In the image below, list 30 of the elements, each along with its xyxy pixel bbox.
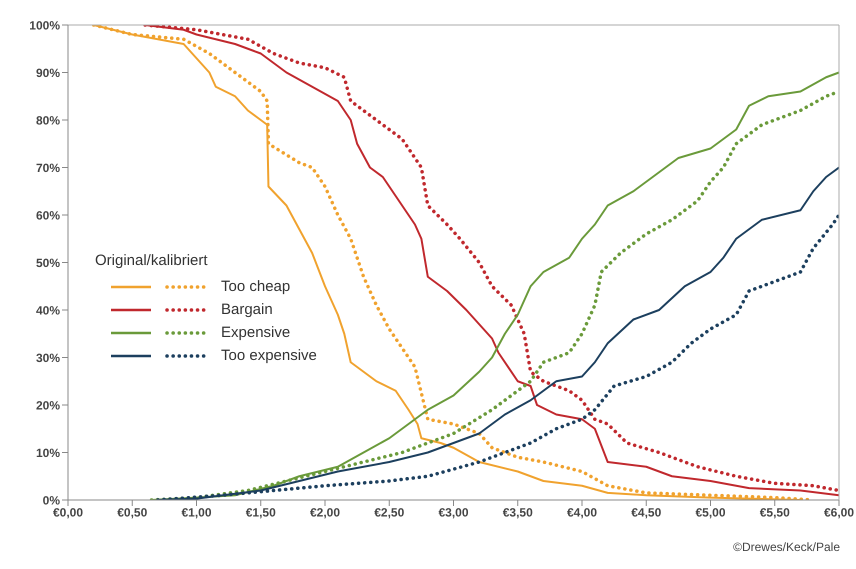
x-tick-label: €3,00 [438, 506, 469, 520]
x-tick-label: €0,00 [52, 506, 84, 520]
y-tick-label: 80% [36, 113, 60, 128]
y-tick-label: 10% [36, 446, 60, 460]
x-tick-label: €5,50 [760, 506, 790, 520]
y-tick-label: 90% [36, 66, 60, 80]
y-tick-label: 100% [29, 18, 60, 32]
y-tick-label: 0% [42, 493, 60, 508]
legend-label: Expensive [221, 324, 290, 341]
y-tick-label: 60% [36, 208, 60, 222]
x-tick-label: €2,50 [374, 506, 405, 520]
legend-title: Original/kalibriert [95, 252, 209, 269]
x-tick-label: €1,00 [181, 506, 212, 520]
y-tick-label: 50% [36, 256, 60, 270]
x-tick-label: €2,00 [310, 506, 340, 520]
y-tick-label: 40% [36, 303, 60, 318]
y-tick-label: 70% [36, 160, 60, 175]
x-tick-label: €4,50 [631, 506, 662, 520]
legend-label: Too expensive [221, 347, 317, 364]
x-tick-label: €1,50 [246, 506, 276, 520]
x-tick-label: €0,50 [117, 506, 148, 520]
x-tick-label: €4,00 [566, 506, 598, 520]
legend-label: Too cheap [221, 278, 290, 295]
x-tick-label: €5,00 [695, 506, 726, 520]
text: ©Drewes/Keck/Pale [733, 540, 840, 554]
legend-label: Bargain [221, 301, 273, 318]
y-tick-label: 30% [36, 350, 60, 365]
x-tick-label: €3,50 [502, 506, 534, 520]
y-tick-label: 20% [36, 398, 60, 412]
x-tick-label: €6,00 [824, 506, 854, 520]
